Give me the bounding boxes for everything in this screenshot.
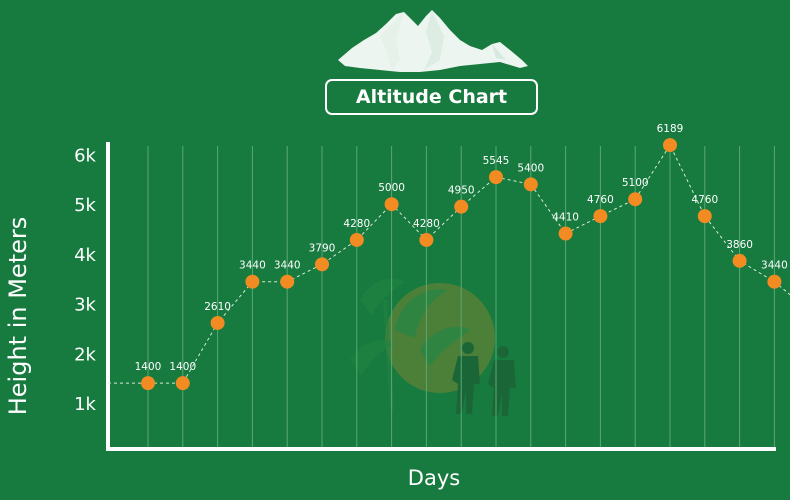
data-label: 5400 [517, 162, 544, 174]
data-point [767, 274, 782, 289]
data-label: 5100 [622, 177, 649, 189]
data-point [697, 209, 712, 224]
chart-title: Altitude Chart [325, 79, 538, 115]
data-label: 3440 [761, 260, 788, 272]
data-label: 4760 [691, 194, 718, 206]
data-label: 2610 [204, 301, 231, 313]
data-point [280, 274, 295, 289]
data-label: 4760 [587, 194, 614, 206]
y-tick-label: 1k [74, 394, 96, 415]
data-point [558, 226, 573, 241]
y-tick-labels: 1k 2k 3k 4k 5k 6k [74, 146, 96, 416]
data-point [210, 315, 225, 330]
y-tick-label: 4k [74, 245, 96, 266]
data-label: 4280 [413, 218, 440, 230]
data-point [245, 274, 260, 289]
hikers-tree-logo-icon [350, 278, 516, 416]
y-tick-label: 5k [74, 195, 96, 216]
mountain-peak-icon [338, 10, 528, 72]
data-label: 3790 [309, 242, 336, 254]
data-point [315, 257, 329, 272]
series-line [108, 144, 790, 384]
y-tick-label: 6k [74, 146, 96, 167]
data-label: 1400 [135, 361, 162, 373]
y-axis-label: Height in Meters [4, 216, 32, 416]
data-point [628, 192, 643, 207]
data-label: 4950 [448, 185, 475, 197]
data-label: 5000 [378, 182, 405, 194]
gridlines [147, 146, 775, 449]
data-point [663, 138, 677, 153]
data-point [523, 177, 538, 192]
data-label: 1400 [169, 361, 196, 373]
data-point [454, 199, 469, 214]
data-point [732, 253, 747, 268]
data-label: 6189 [657, 123, 684, 135]
data-label: 3440 [239, 260, 266, 272]
y-tick-label: 2k [74, 344, 96, 365]
data-label: 3860 [726, 239, 753, 251]
data-point [489, 170, 503, 185]
data-points [141, 138, 782, 391]
chart-axes [106, 142, 776, 451]
data-label: 4280 [343, 218, 370, 230]
data-point [419, 232, 434, 247]
data-point [141, 376, 155, 391]
data-labels: 1400 1400 2610 3440 3440 3790 4280 5000 4280 4950… [135, 123, 788, 373]
data-label: 5545 [483, 155, 510, 167]
data-label: 3440 [274, 260, 301, 272]
data-point [384, 197, 399, 212]
series-path [148, 144, 790, 384]
data-point [593, 209, 608, 224]
data-label: 4410 [552, 212, 579, 224]
y-tick-label: 3k [74, 295, 96, 316]
data-point [175, 376, 190, 391]
x-axis-label: Days [407, 466, 461, 490]
data-point [349, 232, 364, 247]
